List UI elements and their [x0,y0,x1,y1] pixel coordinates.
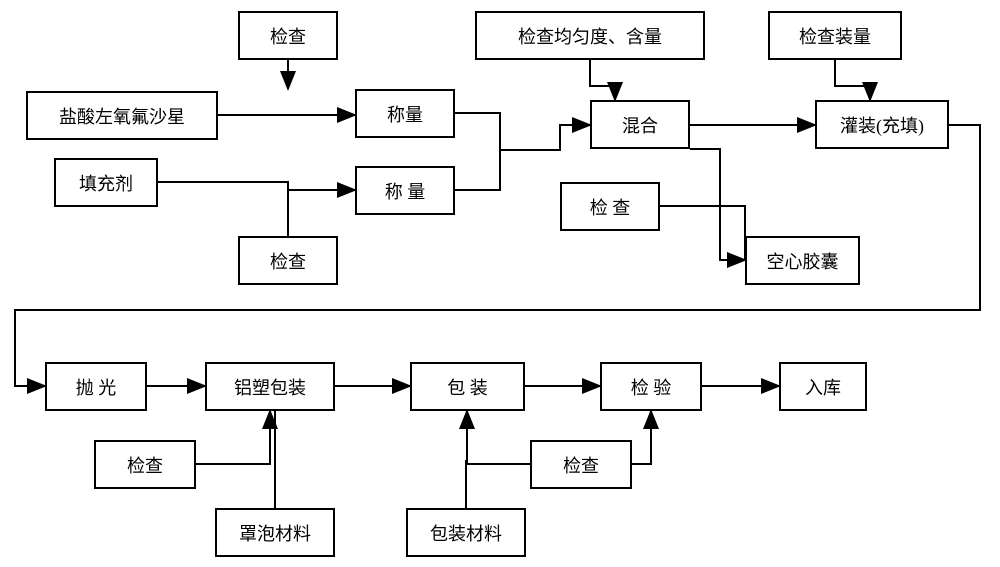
node-check_top: 检查 [238,11,338,60]
edge-check_pkg-inspect [632,411,651,464]
edge-check_capsule-capsule [660,206,745,260]
node-blister_mat: 罩泡材料 [215,508,335,557]
node-check_filler: 检查 [238,236,338,285]
node-weigh1: 称量 [355,89,455,138]
node-pkg_mat: 包装材料 [406,508,526,557]
node-store: 入库 [779,362,867,411]
node-polish: 抛 光 [45,362,147,411]
node-fill: 灌装(充填) [815,100,949,149]
edge-check_fill-fill [835,60,870,100]
edge-check_pkg-pack [467,411,530,464]
node-api: 盐酸左氧氟沙星 [26,91,218,140]
node-inspect: 检 验 [600,362,702,411]
edge-filler-weigh2 [158,182,355,190]
node-check_blister: 检查 [94,440,196,489]
node-capsule: 空心胶囊 [745,236,860,285]
node-al_pack: 铝塑包装 [205,362,335,411]
node-check_uniform: 检查均匀度、含量 [475,11,705,60]
node-filler: 填充剂 [54,158,158,207]
edge-check_uniform-mix [590,60,615,100]
edge-capsule-fill [690,149,745,260]
node-mix: 混合 [590,100,690,149]
node-weigh2: 称 量 [355,166,455,215]
node-check_pkg: 检查 [530,440,632,489]
node-check_capsule: 检 查 [560,182,660,231]
edge-check_blister-al_pack [196,411,270,464]
edge-weigh1-mix [455,113,590,150]
edge-weigh2-mix [455,150,500,190]
node-check_fill: 检查装量 [768,11,902,60]
node-pack: 包 装 [410,362,525,411]
